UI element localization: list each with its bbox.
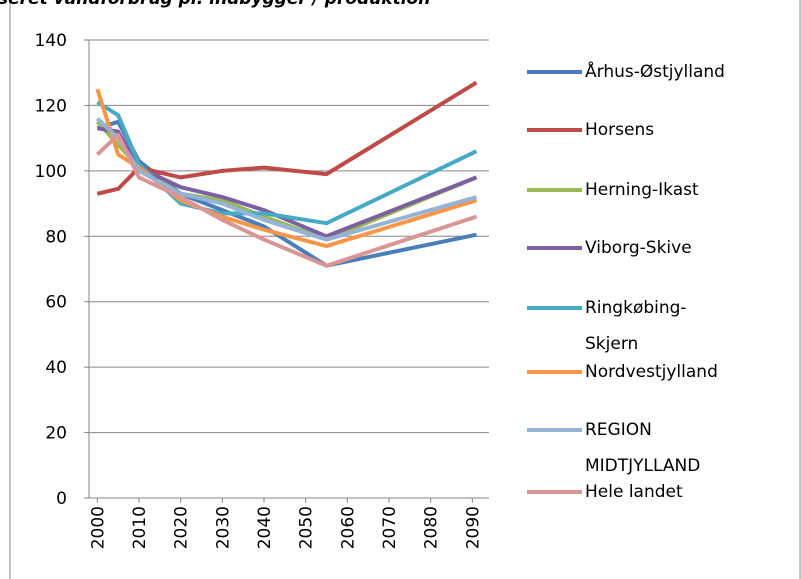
x-tick-label: 2010 (130, 506, 150, 549)
x-tick-label: 2020 (172, 506, 192, 549)
y-tick-label: 60 (45, 293, 67, 313)
y-tick-label: 100 (35, 162, 67, 182)
legend-label: Århus-Østjylland (585, 62, 725, 82)
chart-title: seret vandforbrug pr. indbygger / produk… (0, 0, 430, 9)
x-tick-label: 2090 (463, 506, 483, 549)
legend-label: Hele landet (585, 482, 683, 502)
y-tick-label: 0 (56, 489, 67, 509)
x-tick-label: 2060 (338, 506, 358, 549)
y-tick-label: 140 (35, 31, 67, 51)
x-tick-label: 2000 (88, 506, 108, 549)
series-line (96, 100, 478, 226)
series-line (96, 80, 478, 196)
legend-label: Horsens (585, 120, 655, 140)
x-tick-label: 2080 (422, 506, 442, 549)
series-line (96, 119, 477, 268)
y-tick-label: 40 (45, 358, 67, 378)
series-line (95, 132, 478, 268)
y-tick-label: 120 (35, 96, 67, 116)
legend-label: Ringkøbing-Skjern (585, 298, 687, 354)
legend-label: REGION MIDTJYLLAND (585, 420, 701, 476)
legend-label: Herning-Ikast (585, 180, 699, 200)
y-tick-label: 80 (45, 227, 67, 247)
series-line (95, 88, 478, 249)
series-line (97, 126, 478, 239)
x-tick-label: 2070 (380, 506, 400, 549)
x-tick-label: 2040 (255, 506, 275, 549)
legend-label: Nordvestjylland (585, 362, 718, 382)
x-tick-label: 2030 (213, 506, 233, 549)
y-tick-label: 20 (45, 424, 67, 444)
x-tick-label: 2050 (297, 506, 317, 549)
chart-frame (9, 0, 801, 579)
legend-label: Viborg-Skive (585, 238, 692, 258)
